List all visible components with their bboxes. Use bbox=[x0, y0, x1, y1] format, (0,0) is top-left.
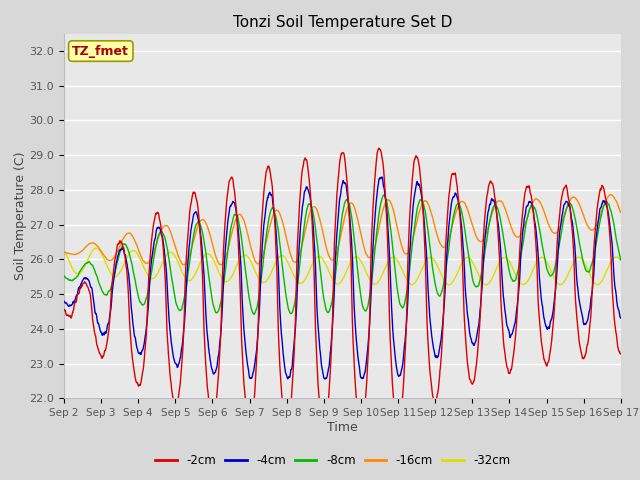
Legend: -2cm, -4cm, -8cm, -16cm, -32cm: -2cm, -4cm, -8cm, -16cm, -32cm bbox=[150, 449, 515, 472]
Title: Tonzi Soil Temperature Set D: Tonzi Soil Temperature Set D bbox=[233, 15, 452, 30]
Text: TZ_fmet: TZ_fmet bbox=[72, 45, 129, 58]
Y-axis label: Soil Temperature (C): Soil Temperature (C) bbox=[13, 152, 27, 280]
X-axis label: Time: Time bbox=[327, 421, 358, 434]
